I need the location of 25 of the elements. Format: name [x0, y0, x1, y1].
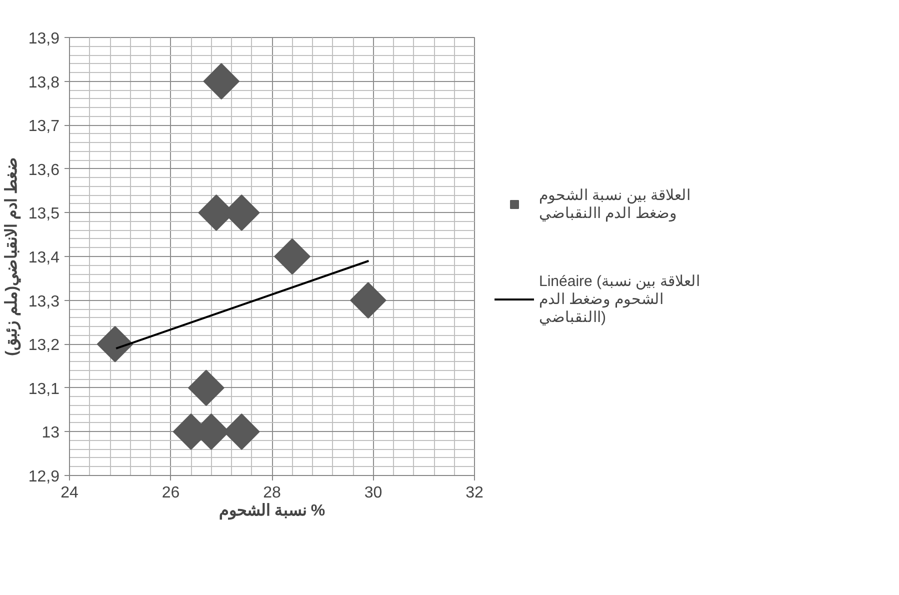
point [188, 370, 224, 406]
x-tick-label: 30 [364, 484, 382, 502]
x-tick-label: 32 [466, 484, 484, 502]
y-tick-label: 13,2 [28, 337, 60, 354]
y-tick-label: 13,9 [28, 30, 60, 48]
x-tick-label: 26 [162, 484, 180, 502]
y-tick-label: 13,6 [28, 162, 60, 179]
legend-label: العلاقة بين نسبة الشحوم وضغط الدم االنقباضي [539, 186, 691, 222]
x-tick-label: 24 [60, 484, 78, 502]
x-axis-title: نسبة الشحوم % [218, 502, 326, 520]
point [274, 238, 310, 275]
point [96, 326, 134, 362]
y-axis-title: ضغط ادم الانقباضي(ملم زئبق) [3, 156, 22, 356]
y-tick-label: 13,5 [28, 206, 60, 223]
y-tick-label: 13,8 [28, 74, 60, 92]
y-tick-label: 13,1 [28, 380, 60, 398]
y-tick-label: 13,3 [28, 293, 60, 310]
y-tick-label: 12,9 [28, 468, 60, 486]
legend-label: Linéaire (العلاقة بين نسبة الشحوم وضغط الدم االنقباضي) [539, 272, 700, 326]
y-tick-label: 13 [42, 424, 60, 442]
y-tick-label: 13,4 [28, 250, 60, 266]
point [203, 63, 240, 100]
x-tick-label: 28 [263, 484, 281, 502]
y-tick-label: 13,7 [28, 118, 60, 136]
point [350, 282, 386, 318]
